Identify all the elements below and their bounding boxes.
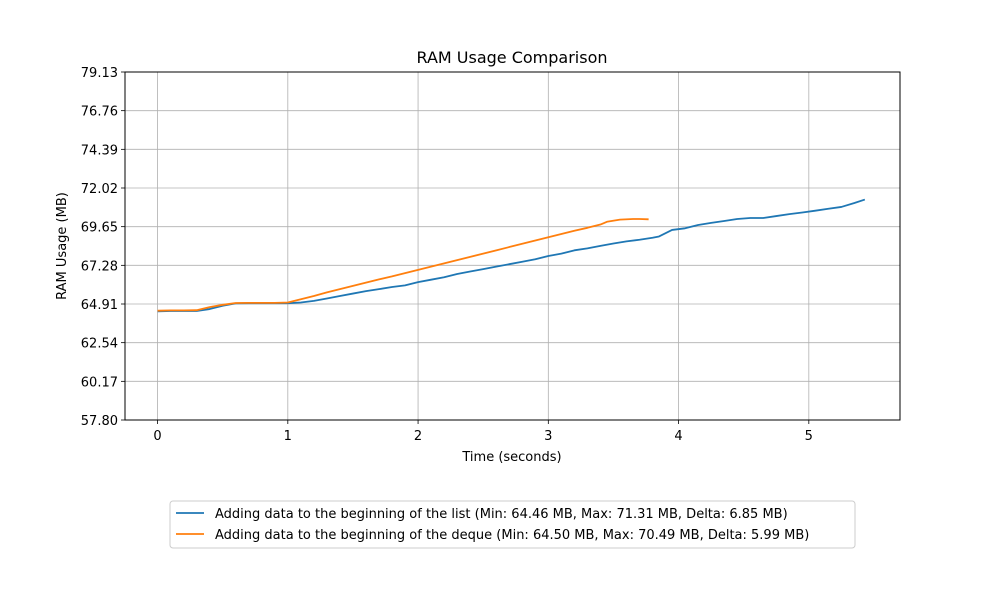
x-tick-label: 1 — [284, 429, 292, 444]
x-tick-label: 2 — [414, 429, 422, 444]
y-tick-label: 57.80 — [81, 414, 118, 429]
y-tick-label: 67.28 — [81, 259, 118, 274]
x-tick-label: 0 — [153, 429, 161, 444]
series-line-deque — [157, 218, 649, 312]
x-axis-label: Time (seconds) — [461, 450, 561, 465]
axis-ticks: 0 1 2 3 4 5 57.80 60.17 62.54 64.91 67.28 69.65 72.0… — [81, 66, 813, 444]
y-tick-label: 64.91 — [81, 298, 118, 313]
legend-entry-deque: Adding data to the beginning of the dequ… — [215, 528, 809, 543]
y-tick-label: 72.02 — [81, 182, 118, 197]
series-lines — [157, 198, 866, 313]
y-tick-label: 62.54 — [81, 337, 118, 352]
legend: Adding data to the beginning of the list… — [169, 500, 856, 549]
x-tick-label: 3 — [544, 429, 552, 444]
y-tick-label: 74.39 — [81, 143, 118, 158]
y-tick-label: 76.76 — [81, 105, 118, 120]
grid — [125, 71, 900, 421]
legend-entry-list: Adding data to the beginning of the list… — [215, 507, 788, 522]
x-tick-label: 4 — [674, 429, 682, 444]
x-tick-label: 5 — [805, 429, 813, 444]
y-axis-label: RAM Usage (MB) — [55, 192, 70, 300]
chart-title: RAM Usage Comparison — [416, 48, 607, 67]
legend-box — [169, 500, 856, 549]
y-tick-label: 79.13 — [81, 66, 118, 81]
y-tick-label: 69.65 — [81, 221, 118, 236]
plot-area-frame — [124, 71, 901, 421]
y-tick-label: 60.17 — [81, 375, 118, 390]
